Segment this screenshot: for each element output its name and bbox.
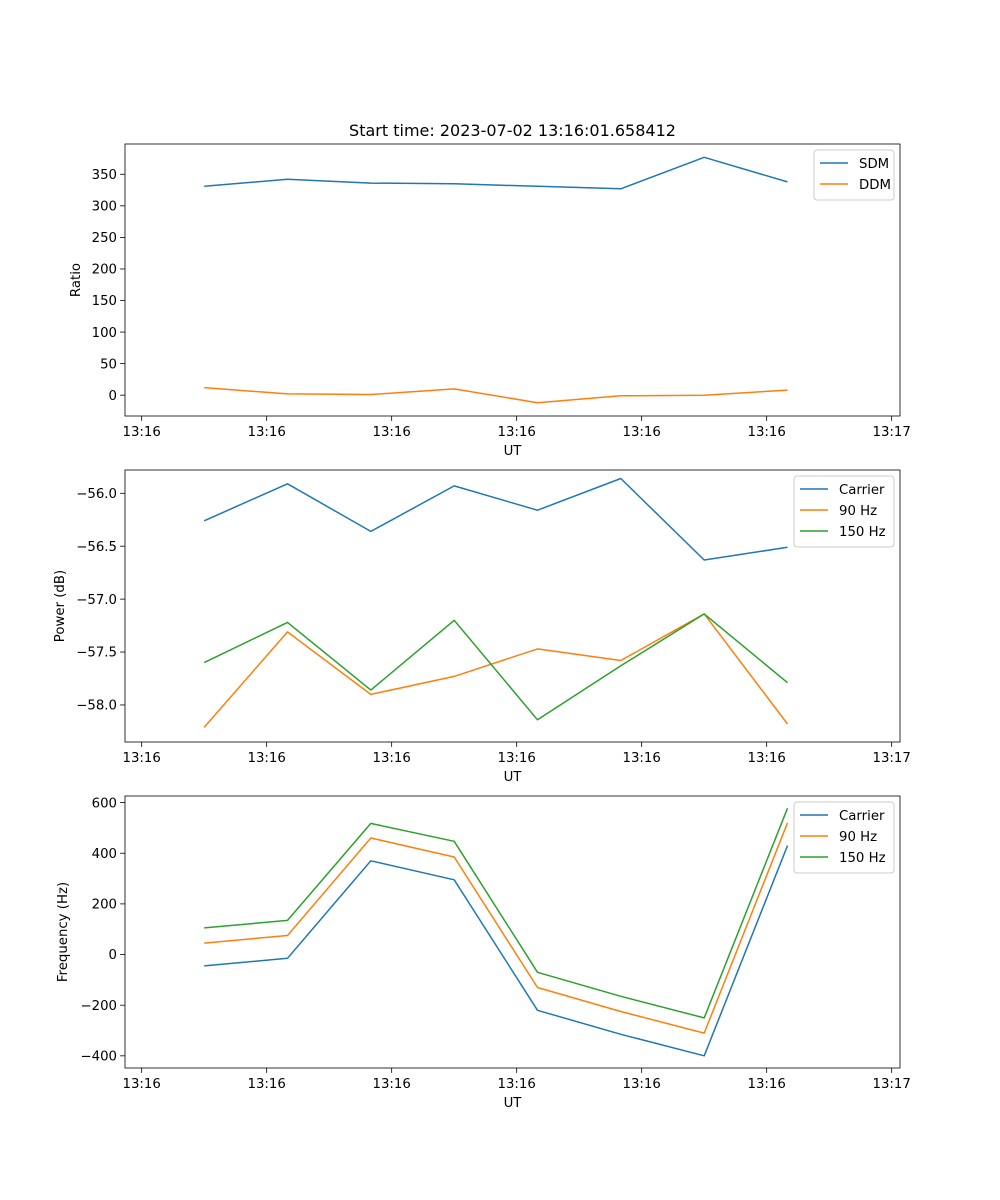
axes-frame bbox=[124, 795, 901, 1069]
x-tick-label: 13:16 bbox=[748, 425, 786, 440]
y-tick-label: 250 bbox=[92, 231, 117, 246]
x-axis-label: UT bbox=[504, 770, 523, 785]
legend-label: DDM bbox=[859, 178, 891, 193]
legend-label: 150 Hz bbox=[839, 525, 886, 540]
series-line-carrier bbox=[204, 845, 789, 1057]
x-tick-label: 13:16 bbox=[373, 425, 411, 440]
legend-label: SDM bbox=[859, 157, 889, 172]
series-line-ddm bbox=[204, 386, 788, 404]
axes-frame bbox=[124, 469, 901, 743]
series-line-sdm bbox=[204, 156, 788, 190]
x-tick-label: 13:16 bbox=[498, 751, 536, 766]
legend-label: 150 Hz bbox=[839, 851, 886, 866]
subplot-3: 13:16 13:16 13:16 13:16 13:16 13:16 13:17 −400 −… bbox=[56, 795, 911, 1111]
y-tick-label: 350 bbox=[92, 168, 117, 183]
y-axis-label: Ratio bbox=[69, 263, 84, 297]
y-tick-label: 100 bbox=[92, 326, 117, 341]
series-line-150-hz bbox=[204, 807, 789, 1019]
legend-label: Carrier bbox=[839, 809, 885, 824]
y-tick-label: −57.0 bbox=[76, 593, 117, 608]
x-axis-label: UT bbox=[504, 1096, 523, 1111]
x-axis-label: UT bbox=[504, 444, 523, 459]
x-tick-label: 13:16 bbox=[623, 1077, 661, 1092]
x-tick-label: 13:16 bbox=[123, 751, 161, 766]
x-tick-label: 13:16 bbox=[748, 751, 786, 766]
axes-frame bbox=[124, 143, 901, 417]
series-line-90-hz bbox=[203, 613, 789, 728]
y-tick-label: 50 bbox=[100, 357, 117, 372]
x-tick-label: 13:16 bbox=[498, 1077, 536, 1092]
legend-box bbox=[793, 801, 895, 874]
x-tick-label: 13:16 bbox=[123, 1077, 161, 1092]
y-tick-label: 150 bbox=[92, 294, 117, 309]
subplot-1: Start time: 2023-07-02 13:16:01.658412 13… bbox=[69, 121, 911, 459]
chart-title: Start time: 2023-07-02 13:16:01.658412 bbox=[349, 121, 676, 140]
y-tick-label: 300 bbox=[92, 200, 117, 215]
x-tick-label: 13:16 bbox=[373, 751, 411, 766]
y-tick-label: −56.5 bbox=[76, 540, 117, 555]
x-tick-label: 13:17 bbox=[873, 751, 911, 766]
legend: Carrier 90 Hz 150 Hz bbox=[793, 475, 895, 548]
y-tick-label: 400 bbox=[92, 847, 117, 862]
y-axis-label: Frequency (Hz) bbox=[56, 882, 71, 982]
legend-box bbox=[793, 475, 895, 548]
x-tick-label: 13:16 bbox=[623, 751, 661, 766]
y-tick-label: 600 bbox=[92, 796, 117, 811]
x-tick-label: 13:16 bbox=[248, 425, 286, 440]
legend: Carrier 90 Hz 150 Hz bbox=[793, 801, 895, 874]
legend-label: 90 Hz bbox=[839, 504, 877, 519]
x-tick-label: 13:16 bbox=[248, 1077, 286, 1092]
x-tick-label: 13:16 bbox=[748, 1077, 786, 1092]
y-tick-label: 200 bbox=[92, 898, 117, 913]
legend-label: 90 Hz bbox=[839, 830, 877, 845]
series-line-90-hz bbox=[204, 822, 789, 1034]
series-line-carrier bbox=[203, 477, 788, 561]
y-tick-label: −400 bbox=[80, 1050, 117, 1065]
x-tick-label: 13:16 bbox=[623, 425, 661, 440]
x-tick-label: 13:16 bbox=[498, 425, 536, 440]
legend-label: Carrier bbox=[839, 483, 885, 498]
x-tick-label: 13:16 bbox=[373, 1077, 411, 1092]
y-tick-label: −58.0 bbox=[76, 699, 117, 714]
y-tick-label: −57.5 bbox=[76, 646, 117, 661]
x-tick-label: 13:16 bbox=[248, 751, 286, 766]
y-tick-label: 200 bbox=[92, 263, 117, 278]
x-tick-label: 13:17 bbox=[873, 1077, 911, 1092]
x-tick-label: 13:16 bbox=[123, 425, 161, 440]
subplot-2: 13:16 13:16 13:16 13:16 13:16 13:16 13:17 −58.0… bbox=[53, 469, 911, 785]
x-tick-label: 13:17 bbox=[873, 425, 911, 440]
y-tick-label: −200 bbox=[80, 999, 117, 1014]
y-tick-label: 0 bbox=[109, 389, 117, 404]
chart-panels: Start time: 2023-07-02 13:16:01.658412 13… bbox=[53, 121, 911, 1111]
legend: SDM DDM bbox=[813, 149, 895, 201]
series-line-150-hz bbox=[203, 613, 788, 721]
y-tick-label: −56.0 bbox=[76, 487, 117, 502]
y-tick-label: 0 bbox=[109, 948, 117, 963]
y-axis-label: Power (dB) bbox=[53, 570, 68, 642]
